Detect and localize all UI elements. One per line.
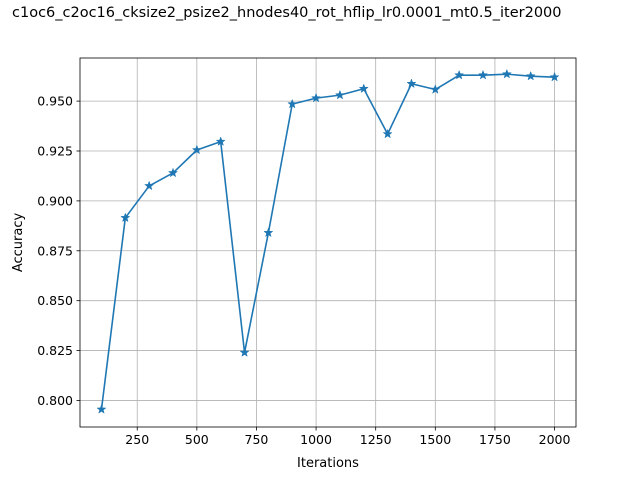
data-point [311,92,322,103]
x-tick-label: 1250 [360,432,392,447]
y-tick-label: 0.900 [37,193,73,208]
data-point [215,136,226,146]
data-point [334,89,345,100]
y-tick-label: 0.950 [37,94,73,109]
y-axis-label: Accuracy [11,213,26,273]
data-point [239,347,250,357]
data-point [96,404,107,414]
data-point [120,212,131,223]
data-point [406,78,417,89]
x-tick-label: 750 [245,432,269,447]
data-point [287,98,298,109]
x-tick-label: 500 [185,432,209,447]
y-tick-label: 0.825 [37,343,73,358]
y-tick-label: 0.875 [37,243,73,258]
y-tick-label: 0.850 [37,293,73,308]
x-axis-label: Iterations [297,456,359,471]
data-point [477,69,489,80]
chart-title: c1oc6_c2oc16_cksize2_psize2_hnodes40_rot… [12,5,562,21]
y-tick-label: 0.925 [37,143,73,158]
data-point [144,180,155,191]
data-point [454,69,465,80]
y-tick-label: 0.800 [37,393,73,408]
data-point [191,144,202,155]
x-tick-label: 1750 [479,432,511,447]
series-layer [96,68,560,414]
x-tick-label: 250 [125,432,149,447]
data-point [167,167,179,178]
series-line [100,73,555,410]
data-point [501,68,512,79]
axis-ticks: 250 500 750 1000 1250 1500 1750 2000 0.800 0.825 0… [37,94,570,447]
grid-lines [80,58,576,427]
data-point [263,227,274,238]
data-point [382,128,393,139]
data-point [430,84,441,94]
x-tick-label: 1000 [300,432,332,447]
plot-frame [79,57,577,428]
data-point [525,70,536,81]
x-tick-label: 1500 [419,432,451,447]
x-tick-label: 2000 [539,432,571,447]
data-point [358,83,369,94]
data-point [549,71,560,82]
